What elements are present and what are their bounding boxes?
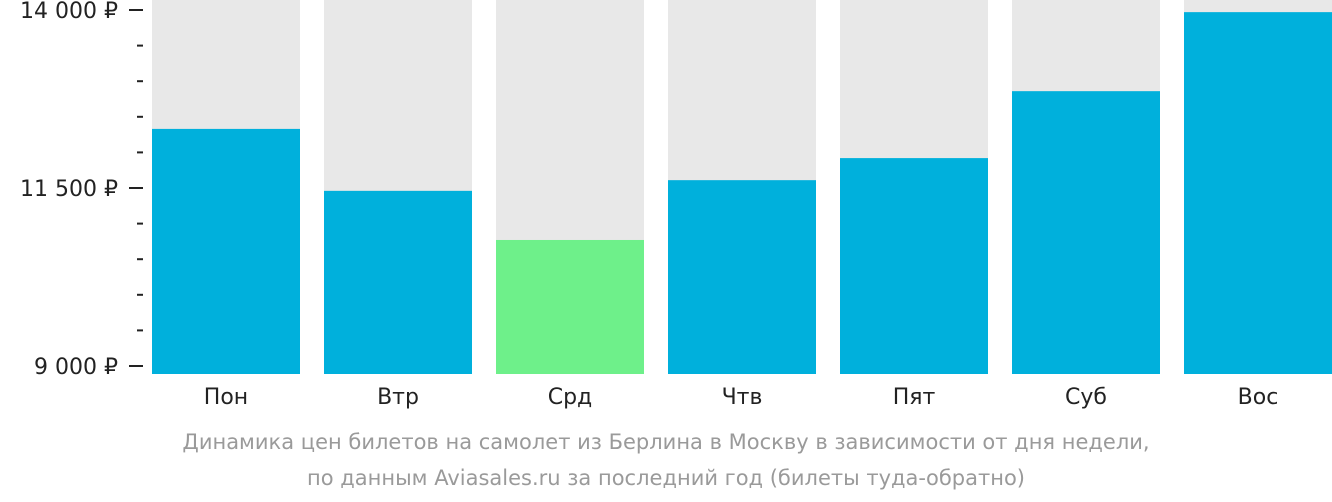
bar <box>668 180 816 374</box>
y-tick-label: 9 000 ₽ <box>34 355 118 380</box>
x-tick-label: Пон <box>204 385 248 410</box>
x-tick-label: Втр <box>377 385 419 410</box>
x-tick-label: Чтв <box>722 385 763 410</box>
chart-caption-line-2: по данным Aviasales.ru за последний год … <box>307 466 1025 490</box>
y-tick-label: 14 000 ₽ <box>20 0 118 24</box>
bar <box>324 190 472 374</box>
chart-caption-line-1: Динамика цен билетов на самолет из Берли… <box>182 430 1150 454</box>
bar <box>1184 12 1332 375</box>
bar <box>496 239 644 374</box>
x-tick-label: Пят <box>893 385 936 410</box>
x-tick-label: Вос <box>1238 385 1279 410</box>
y-tick-label: 11 500 ₽ <box>20 177 118 202</box>
x-tick-label: Срд <box>548 385 593 410</box>
x-tick-label: Суб <box>1065 385 1107 410</box>
bar <box>1012 91 1160 374</box>
bar <box>840 158 988 374</box>
bar <box>152 128 300 374</box>
